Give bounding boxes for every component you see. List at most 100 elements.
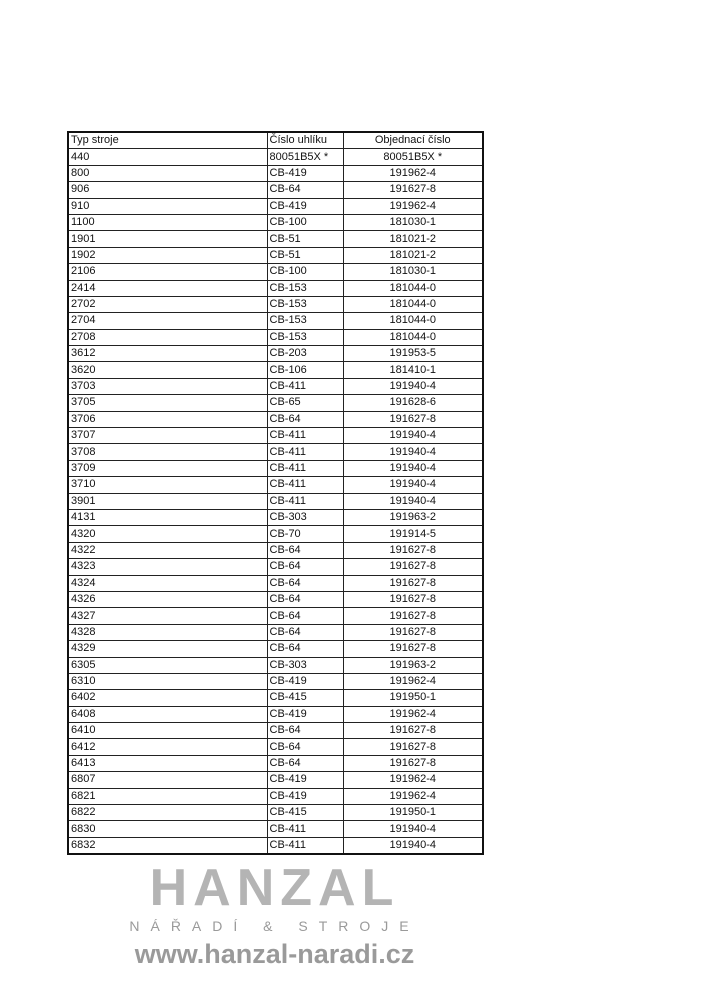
cell-order-number: 191627-8: [342, 410, 484, 429]
cell-order-number: 181044-0: [342, 328, 484, 347]
cell-order-number: 191627-8: [342, 590, 484, 609]
cell-brush-number: CB-64: [266, 607, 344, 625]
cell-machine-type: 4323: [67, 558, 268, 576]
cell-order-number: 191627-8: [342, 640, 484, 658]
table-row: 910 CB-419 191962-4: [67, 197, 484, 215]
cell-brush-number: CB-65: [266, 394, 344, 412]
table-row: 2106 CB-100 181030-1: [67, 263, 484, 281]
cell-order-number: 181030-1: [342, 213, 484, 232]
cell-machine-type: 3709: [67, 459, 268, 478]
cell-machine-type: 910: [67, 197, 268, 215]
header-machine-type: Typ stroje: [67, 131, 268, 150]
cell-machine-type: 3703: [67, 377, 268, 396]
table-row: 4328 CB-64 191627-8: [67, 623, 484, 642]
cell-brush-number: 80051B5X *: [266, 148, 344, 166]
cell-brush-number: CB-70: [266, 525, 344, 543]
cell-brush-number: CB-51: [266, 246, 344, 265]
cell-order-number: 191627-8: [342, 722, 484, 740]
cell-machine-type: 1100: [67, 213, 268, 232]
cell-order-number: 191940-4: [342, 377, 484, 396]
cell-brush-number: CB-415: [266, 689, 344, 707]
cell-order-number: 191950-1: [342, 689, 484, 707]
table-row: 2704 CB-153 181044-0: [67, 312, 484, 330]
table-row: 3620 CB-106 181410-1: [67, 361, 484, 379]
table-row: 2414 CB-153 181044-0: [67, 279, 484, 297]
cell-brush-number: CB-100: [266, 213, 344, 232]
cell-brush-number: CB-415: [266, 804, 344, 822]
cell-order-number: 181044-0: [342, 312, 484, 330]
cell-machine-type: 3710: [67, 476, 268, 494]
cell-machine-type: 1901: [67, 230, 268, 248]
table-row: 800 CB-419 191962-4: [67, 164, 484, 183]
cell-machine-type: 2414: [67, 279, 268, 297]
table-row: 6410 CB-64 191627-8: [67, 722, 484, 740]
table-row: 6402 CB-415 191950-1: [67, 689, 484, 707]
cell-brush-number: CB-419: [266, 672, 344, 691]
cell-machine-type: 2106: [67, 263, 268, 281]
cell-machine-type: 6412: [67, 738, 268, 756]
cell-brush-number: CB-419: [266, 787, 344, 806]
cell-order-number: 191627-8: [342, 574, 484, 592]
cell-brush-number: CB-64: [266, 541, 344, 560]
cell-brush-number: CB-64: [266, 640, 344, 658]
cell-order-number: 191940-4: [342, 476, 484, 494]
cell-brush-number: CB-411: [266, 459, 344, 478]
cell-brush-number: CB-64: [266, 410, 344, 429]
cell-brush-number: CB-411: [266, 492, 344, 510]
cell-brush-number: CB-153: [266, 312, 344, 330]
cell-brush-number: CB-64: [266, 574, 344, 592]
watermark-url: www.hanzal-naradi.cz: [134, 939, 415, 969]
cell-order-number: 191963-2: [342, 656, 484, 674]
cell-machine-type: 4320: [67, 525, 268, 543]
cell-machine-type: 4328: [67, 623, 268, 642]
table-row: 6305 CB-303 191963-2: [67, 656, 484, 674]
cell-order-number: 191963-2: [342, 508, 484, 527]
table-row: 3706 CB-64 191627-8: [67, 410, 484, 429]
cell-brush-number: CB-411: [266, 820, 344, 838]
table-row: 1100 CB-100 181030-1: [67, 213, 484, 232]
table-row: 6807 CB-419 191962-4: [67, 771, 484, 789]
cell-order-number: 191914-5: [342, 525, 484, 543]
cell-machine-type: 906: [67, 181, 268, 199]
cell-machine-type: 4322: [67, 541, 268, 560]
cell-order-number: 191627-8: [342, 623, 484, 642]
cell-order-number: 191940-4: [342, 459, 484, 478]
table-row: 6832 CB-411 191940-4: [67, 836, 484, 855]
watermark-tagline: NÁŘADÍ & STROJE: [129, 918, 420, 934]
table-row: 6412 CB-64 191627-8: [67, 738, 484, 756]
table-row: 3709 CB-411 191940-4: [67, 459, 484, 478]
cell-brush-number: CB-303: [266, 656, 344, 674]
table-row: 3612 CB-203 191953-5: [67, 345, 484, 363]
cell-order-number: 181044-0: [342, 279, 484, 297]
cell-order-number: 191627-8: [342, 181, 484, 199]
cell-brush-number: CB-64: [266, 623, 344, 642]
cell-machine-type: 6832: [67, 836, 268, 855]
cell-brush-number: CB-51: [266, 230, 344, 248]
table-row: 6821 CB-419 191962-4: [67, 787, 484, 806]
cell-brush-number: CB-64: [266, 738, 344, 756]
cell-order-number: 181044-0: [342, 295, 484, 314]
cell-order-number: 80051B5X *: [342, 148, 484, 166]
cell-brush-number: CB-419: [266, 164, 344, 183]
cell-brush-number: CB-203: [266, 345, 344, 363]
cell-machine-type: 3707: [67, 427, 268, 445]
cell-order-number: 191940-4: [342, 492, 484, 510]
cell-brush-number: CB-411: [266, 443, 344, 461]
cell-order-number: 191950-1: [342, 804, 484, 822]
table-row: 4322 CB-64 191627-8: [67, 541, 484, 560]
cell-brush-number: CB-64: [266, 754, 344, 773]
cell-machine-type: 4327: [67, 607, 268, 625]
cell-order-number: 191940-4: [342, 443, 484, 461]
cell-machine-type: 6413: [67, 754, 268, 773]
cell-order-number: 191627-8: [342, 558, 484, 576]
cell-brush-number: CB-64: [266, 722, 344, 740]
cell-brush-number: CB-411: [266, 836, 344, 855]
table-row: 3705 CB-65 191628-6: [67, 394, 484, 412]
cell-brush-number: CB-411: [266, 427, 344, 445]
cell-machine-type: 3708: [67, 443, 268, 461]
cell-brush-number: CB-419: [266, 197, 344, 215]
cell-machine-type: 6807: [67, 771, 268, 789]
cell-machine-type: 6830: [67, 820, 268, 838]
table-row: 3710 CB-411 191940-4: [67, 476, 484, 494]
cell-order-number: 191962-4: [342, 197, 484, 215]
